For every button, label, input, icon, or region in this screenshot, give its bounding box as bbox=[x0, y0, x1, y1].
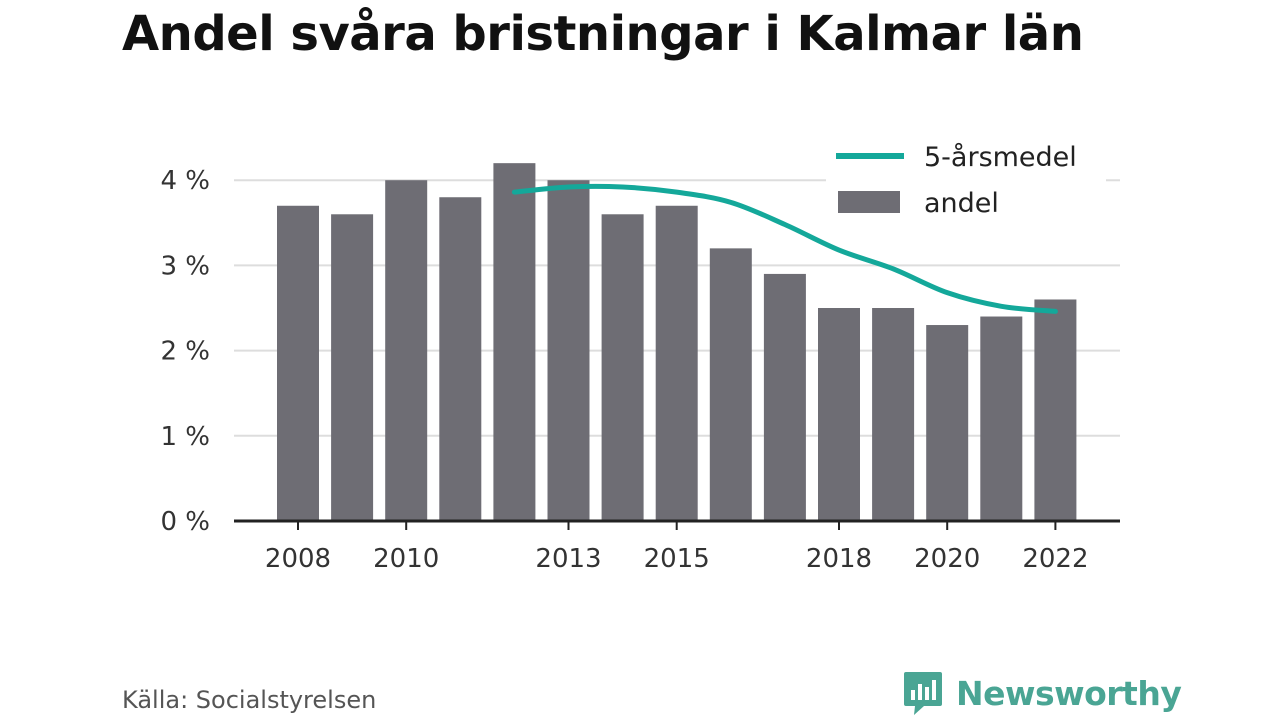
bar bbox=[385, 180, 428, 521]
source-note: Källa: Socialstyrelsen bbox=[122, 686, 377, 714]
bar bbox=[655, 205, 698, 521]
y-tick-label: 4 % bbox=[160, 166, 210, 196]
legend-label-5-arsmedel: 5-årsmedel bbox=[924, 142, 1077, 173]
bar bbox=[439, 197, 482, 522]
average-line bbox=[511, 183, 1058, 314]
y-tick-label: 3 % bbox=[160, 251, 210, 281]
x-tick-label: 2010 bbox=[373, 544, 439, 574]
brand-name: Newsworthy bbox=[956, 673, 1182, 713]
bars bbox=[277, 163, 1077, 522]
bar bbox=[547, 180, 590, 521]
x-tick-label: 2013 bbox=[535, 544, 601, 574]
bar bbox=[493, 163, 536, 521]
x-tick-label: 2008 bbox=[265, 544, 331, 574]
x-tick-label: 2018 bbox=[806, 544, 872, 574]
y-tick-label: 1 % bbox=[160, 422, 210, 452]
bar bbox=[926, 325, 969, 521]
brand: Newsworthy bbox=[902, 670, 1182, 716]
x-tick-label: 2020 bbox=[914, 544, 980, 574]
bar bbox=[709, 248, 752, 522]
newsworthy-logo-icon bbox=[904, 672, 942, 715]
bar bbox=[980, 316, 1023, 521]
bar bbox=[277, 205, 319, 521]
chart-title: Andel svåra bristningar i Kalmar län bbox=[122, 6, 1084, 62]
legend-swatch-andel bbox=[838, 191, 900, 213]
bar bbox=[872, 308, 915, 521]
bar bbox=[601, 214, 644, 521]
y-tick-label: 2 % bbox=[160, 337, 210, 367]
x-tick-label: 2022 bbox=[1022, 544, 1088, 574]
y-tick-label: 0 % bbox=[160, 507, 210, 537]
chart: 0 % 1 % 2 % 3 % 4 % 2008 2010 2013 2015 2018 2020 2… bbox=[160, 136, 1120, 574]
bar bbox=[763, 273, 806, 521]
legend-label-andel: andel bbox=[924, 188, 999, 219]
legend: 5-årsmedel andel bbox=[826, 136, 1106, 228]
bar bbox=[331, 214, 374, 521]
series-line-5-arsmedel bbox=[511, 183, 1058, 314]
axes: 0 % 1 % 2 % 3 % 4 % 2008 2010 2013 2015 2018 2020 2… bbox=[160, 166, 1120, 574]
bar bbox=[1034, 299, 1077, 521]
x-tick-label: 2015 bbox=[644, 544, 710, 574]
bar bbox=[818, 308, 860, 521]
